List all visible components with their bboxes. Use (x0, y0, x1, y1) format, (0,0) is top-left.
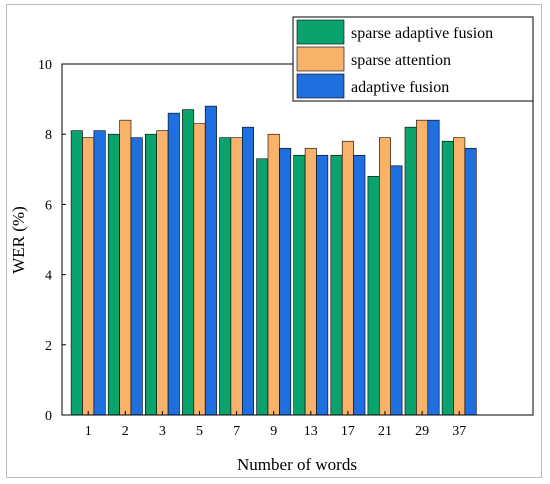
bar-3-sparse-adaptive-fusion (145, 133, 158, 416)
y-tick-label: 2 (45, 339, 52, 354)
y-tick-label: 0 (45, 409, 52, 424)
bar-37-adaptive-fusion (464, 147, 477, 416)
y-axis-label: WER (%) (9, 206, 28, 274)
x-tick-label: 1 (85, 424, 92, 439)
bar-3-adaptive-fusion (167, 112, 180, 416)
bar-13-sparse-attention (304, 147, 317, 416)
y-tick-label: 8 (45, 128, 52, 143)
bar-5-sparse-adaptive-fusion (182, 109, 195, 416)
bar-2-adaptive-fusion (130, 137, 143, 416)
bar-21-adaptive-fusion (390, 165, 403, 416)
bar-2-sparse-adaptive-fusion (107, 133, 120, 416)
bar-17-sparse-attention (341, 140, 354, 416)
bar-9-adaptive-fusion (279, 147, 292, 416)
bar-7-sparse-attention (230, 137, 243, 416)
legend-label: sparse attention (351, 52, 451, 69)
bar-2-sparse-attention (119, 119, 132, 416)
y-tick-label: 4 (45, 269, 52, 284)
legend-swatch (296, 73, 345, 99)
bar-5-sparse-attention (193, 123, 206, 416)
x-tick-label: 13 (304, 424, 318, 439)
x-tick-label: 7 (233, 424, 240, 439)
bar-3-sparse-attention (156, 130, 169, 416)
bar-29-sparse-attention (416, 119, 429, 416)
legend-label: adaptive fusion (351, 79, 449, 96)
bar-29-adaptive-fusion (427, 119, 440, 416)
bar-1-sparse-adaptive-fusion (70, 130, 83, 416)
bar-29-sparse-adaptive-fusion (404, 126, 417, 416)
bar-21-sparse-attention (378, 137, 391, 416)
bar-13-adaptive-fusion (316, 154, 329, 416)
bar-37-sparse-adaptive-fusion (441, 140, 454, 416)
bar-17-sparse-adaptive-fusion (330, 154, 343, 416)
x-tick-label: 17 (341, 424, 355, 439)
legend-swatch (296, 19, 345, 45)
bar-9-sparse-attention (267, 133, 280, 416)
bar-5-adaptive-fusion (204, 105, 217, 416)
legend-label: sparse adaptive fusion (351, 25, 493, 42)
bar-1-adaptive-fusion (93, 130, 106, 416)
x-tick-label: 9 (270, 424, 277, 439)
ticks-layer: 1 2 3 5 7 9 13 17 21 29 37 0 2 4 6 8 10 (38, 58, 466, 439)
x-tick-label: 29 (415, 424, 429, 439)
x-tick-label: 21 (378, 424, 392, 439)
x-tick-label: 37 (452, 424, 466, 439)
bar-13-sparse-adaptive-fusion (293, 154, 306, 416)
bar-21-sparse-adaptive-fusion (367, 176, 380, 416)
bar-7-sparse-adaptive-fusion (219, 137, 232, 416)
bar-37-sparse-attention (453, 137, 466, 416)
bar-7-adaptive-fusion (242, 126, 255, 416)
y-tick-label: 6 (45, 198, 52, 213)
legend-swatch (296, 46, 345, 72)
y-tick-label: 10 (38, 58, 52, 73)
legend: sparse adaptive fusion sparse attention ad… (292, 16, 534, 102)
bar-9-sparse-adaptive-fusion (256, 158, 269, 416)
bar-17-adaptive-fusion (353, 154, 366, 416)
x-tick-label: 3 (159, 424, 166, 439)
x-axis-label: Number of words (237, 455, 357, 474)
x-tick-label: 5 (196, 424, 203, 439)
x-tick-label: 2 (122, 424, 129, 439)
bar-1-sparse-attention (82, 137, 95, 416)
bars-layer (70, 105, 477, 416)
